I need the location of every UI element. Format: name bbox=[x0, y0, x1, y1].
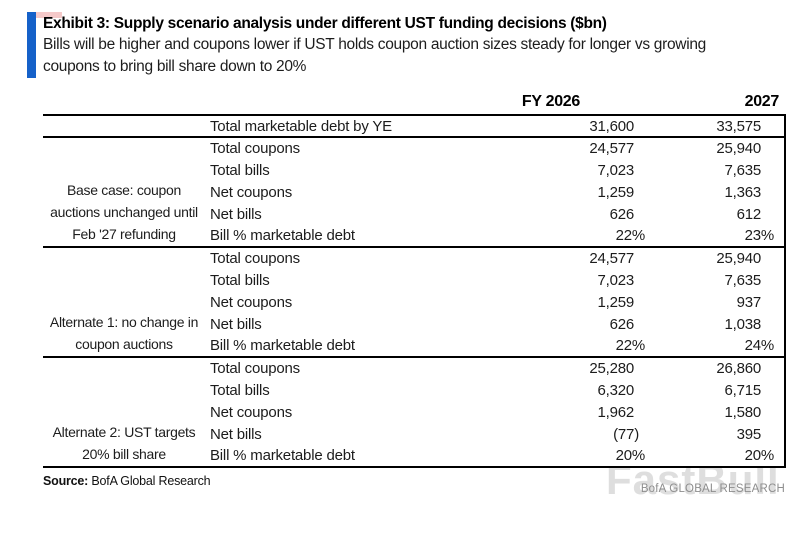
value-cell: 6,715 bbox=[646, 379, 786, 401]
table-row: Net bills 626 612 bbox=[43, 203, 786, 225]
row-label: Total bills bbox=[210, 271, 270, 289]
scenario-label: Alternate 1: no change in coupon auctions bbox=[43, 247, 205, 358]
row-label: Net bills bbox=[210, 425, 262, 443]
table-row: Net coupons 1,259 1,363 bbox=[43, 181, 786, 203]
value-cell: 20% bbox=[646, 445, 786, 468]
top-edge-artifact bbox=[34, 12, 62, 18]
scenario-label: Alternate 2: UST targets 20% bill share bbox=[43, 357, 205, 468]
value-cell: 626 bbox=[609, 205, 635, 223]
column-header-row: FY 2026 2027 bbox=[43, 91, 785, 115]
value-cell: 1,038 bbox=[646, 313, 786, 335]
summary-row: Total marketable debt by YE 31,600 33,57… bbox=[43, 114, 786, 138]
value-cell: 24,577 bbox=[589, 140, 634, 157]
table-row: Bill % marketable debt 22% 23% bbox=[43, 225, 786, 248]
source-text: BofA Global Research bbox=[88, 474, 211, 488]
table-row: Total bills 6,320 6,715 bbox=[43, 379, 786, 401]
exhibit-title: Exhibit 3: Supply scenario analysis unde… bbox=[43, 15, 607, 32]
table-row: Total bills 7,023 7,635 bbox=[43, 269, 786, 291]
row-label: Net coupons bbox=[210, 403, 293, 421]
value-cell: 25,940 bbox=[646, 247, 786, 269]
value-cell: 25,280 bbox=[589, 360, 634, 377]
value-cell: 612 bbox=[646, 203, 786, 225]
footer: Source: BofA Global Research BofA GLOBAL… bbox=[43, 472, 785, 495]
table-row: Bill % marketable debt 20% 20% bbox=[43, 445, 786, 468]
exhibit-subtitle: Bills will be higher and coupons lower i… bbox=[43, 36, 706, 75]
value-cell: 31,600 bbox=[461, 114, 646, 138]
row-label: Net bills bbox=[210, 205, 262, 223]
table-row: Net coupons 1,259 937 bbox=[43, 291, 786, 313]
row-label: Total coupons bbox=[210, 140, 300, 157]
brand-text: BofA GLOBAL RESEARCH bbox=[640, 483, 785, 495]
table-row: Net bills 626 1,038 bbox=[43, 313, 786, 335]
value-cell: 7,635 bbox=[646, 159, 786, 181]
value-cell: 23% bbox=[646, 225, 786, 248]
value-cell: 22% bbox=[461, 335, 646, 358]
table-row: Net bills (77) 395 bbox=[43, 423, 786, 445]
value-cell: 7,023 bbox=[597, 271, 634, 289]
row-label: Total coupons bbox=[210, 360, 300, 377]
value-cell: 1,259 bbox=[597, 183, 634, 201]
value-cell: 1,363 bbox=[646, 181, 786, 203]
value-cell: 6,320 bbox=[597, 381, 634, 399]
value-cell: 1,259 bbox=[597, 293, 634, 311]
header-spacer bbox=[43, 91, 205, 115]
value-cell: 1,962 bbox=[597, 403, 634, 421]
value-cell: 937 bbox=[646, 291, 786, 313]
value-cell: 1,580 bbox=[646, 401, 786, 423]
table-row: Bill % marketable debt 22% 24% bbox=[43, 335, 786, 358]
value-cell: 33,575 bbox=[646, 114, 786, 138]
column-header-fy2026: FY 2026 bbox=[521, 93, 580, 110]
header-spacer bbox=[205, 91, 461, 115]
value-cell: 24,577 bbox=[589, 250, 634, 267]
table-row: Base case: coupon auctions unchanged unti… bbox=[43, 137, 786, 248]
table-row: Alternate 2: UST targets 20% bill share To… bbox=[43, 357, 786, 468]
value-cell: 26,860 bbox=[646, 357, 786, 379]
row-label: Bill % marketable debt bbox=[205, 335, 461, 358]
row-label: Total marketable debt by YE bbox=[205, 114, 461, 138]
value-cell: 20% bbox=[461, 445, 646, 468]
row-label: Bill % marketable debt bbox=[205, 445, 461, 468]
summary-spacer bbox=[43, 114, 205, 138]
row-label: Total coupons bbox=[210, 250, 300, 267]
row-label: Bill % marketable debt bbox=[205, 225, 461, 248]
table-row: Net coupons 1,962 1,580 bbox=[43, 401, 786, 423]
supply-table-wrap: FY 2026 2027 Total marketable debt by YE… bbox=[43, 91, 786, 468]
supply-scenario-table: FY 2026 2027 Total marketable debt by YE… bbox=[43, 91, 786, 468]
row-label: Total bills bbox=[210, 161, 270, 179]
value-cell: 395 bbox=[646, 423, 786, 445]
exhibit-header: Exhibit 3: Supply scenario analysis unde… bbox=[27, 12, 791, 78]
row-label: Total bills bbox=[210, 381, 270, 399]
accent-bar bbox=[27, 12, 36, 78]
row-label: Net coupons bbox=[210, 293, 293, 311]
column-header-2027: 2027 bbox=[744, 93, 780, 110]
table-row: Alternate 1: no change in coupon auctions… bbox=[43, 247, 786, 358]
value-cell: 25,940 bbox=[646, 137, 786, 159]
row-label: Net coupons bbox=[210, 183, 293, 201]
source-label: Source: bbox=[43, 474, 89, 488]
header-text: Exhibit 3: Supply scenario analysis unde… bbox=[43, 12, 736, 78]
value-cell: 22% bbox=[461, 225, 646, 248]
value-cell: 7,023 bbox=[597, 161, 634, 179]
value-cell: (77) bbox=[613, 425, 639, 443]
source-line: Source: BofA Global Research bbox=[43, 474, 211, 488]
table-row: Total bills 7,023 7,635 bbox=[43, 159, 786, 181]
value-cell: 7,635 bbox=[646, 269, 786, 291]
value-cell: 24% bbox=[646, 335, 786, 358]
scenario-label: Base case: coupon auctions unchanged unti… bbox=[43, 137, 205, 248]
row-label: Net bills bbox=[210, 315, 262, 333]
value-cell: 626 bbox=[609, 315, 635, 333]
